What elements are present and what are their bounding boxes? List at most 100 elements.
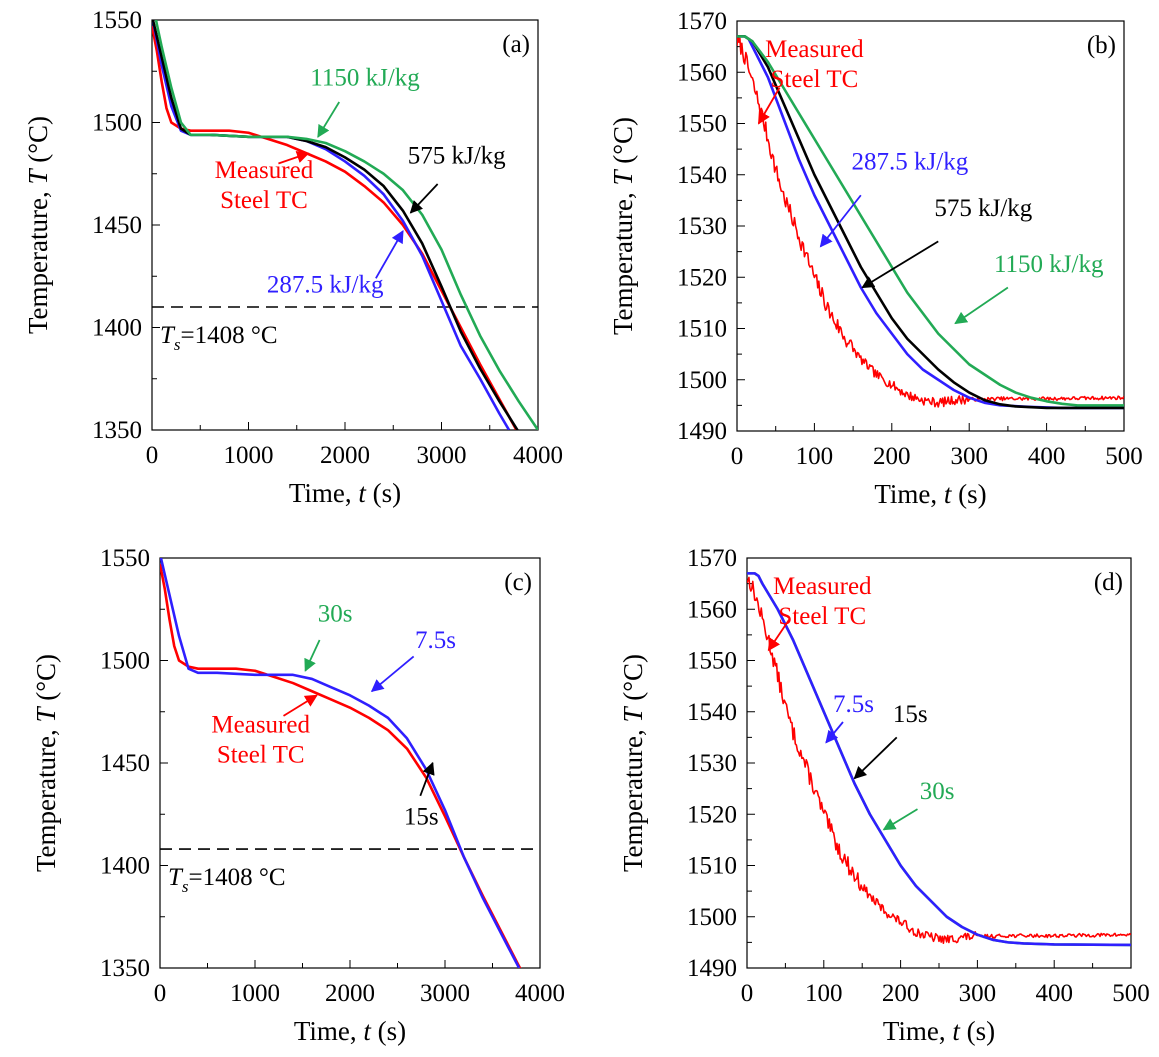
- panel-a-chart: 0 1000 2000 3000 4000 1350 1400 1450 1500 1550 Tim…: [23, 7, 563, 508]
- annotation-label: 30s: [318, 601, 353, 628]
- annotation-arrow: [409, 183, 439, 214]
- series-line-q287: [737, 35, 1124, 410]
- series-line-q287: [152, 20, 511, 430]
- y-tick-label: 1510: [677, 316, 727, 343]
- annotation-arrow: [882, 808, 918, 831]
- x-tick-label: 400: [1028, 443, 1066, 470]
- series-line-dt75: [160, 558, 521, 968]
- series-group: [747, 572, 1131, 947]
- series-group: [152, 20, 538, 430]
- panel-tag: (a): [502, 31, 530, 58]
- y-tick-label: 1550: [677, 111, 727, 138]
- series-line-q575: [737, 35, 1124, 410]
- annotation-arrow: [317, 101, 340, 138]
- annotation-label: 7.5s: [415, 627, 456, 654]
- y-tick-label: 1520: [687, 801, 737, 828]
- y-tick-label: 1500: [100, 648, 150, 675]
- y-tick-label: 1400: [92, 315, 142, 342]
- series-group: [737, 35, 1124, 410]
- series-line-q575: [152, 20, 519, 430]
- series-line-dt75: [747, 572, 1131, 947]
- y-tick-label: 1350: [100, 955, 150, 982]
- y-tick-label: 1350: [92, 417, 142, 444]
- x-tick-label: 1000: [224, 442, 274, 469]
- annotation-label: 1150 kJ/kg: [994, 251, 1104, 278]
- annotation-label: 15s: [404, 804, 439, 831]
- y-tick-label: 1500: [687, 904, 737, 931]
- annotation-arrow: [767, 618, 790, 652]
- panel-tag: (b): [1087, 32, 1116, 59]
- y-tick-label: 1540: [677, 162, 727, 189]
- x-tick-label: 500: [1105, 443, 1143, 470]
- series-line-q1150: [154, 20, 538, 430]
- series-group: [160, 558, 522, 968]
- y-tick-label: 1560: [677, 59, 727, 86]
- x-axis-title: Time, t (s): [883, 1016, 995, 1046]
- annotation-arrow: [370, 655, 415, 693]
- y-tick-label: 1530: [677, 213, 727, 240]
- y-tick-label: 1550: [92, 7, 142, 34]
- y-axis-title: Temperature, T (°C): [618, 654, 648, 872]
- panel-c-chart: 0 1000 2000 3000 4000 1350 1400 1450 1500 1550 Tim…: [31, 545, 565, 1046]
- annotation-arrow: [954, 286, 1009, 325]
- solidus-label: Ts=1408 °C: [160, 322, 278, 354]
- y-tick-label: 1570: [687, 545, 737, 572]
- y-tick-label: 1490: [687, 955, 737, 982]
- annotation-arrow: [375, 230, 404, 279]
- y-axis-title: Temperature, T (°C): [23, 116, 53, 334]
- x-tick-label: 0: [741, 980, 754, 1007]
- x-tick-label: 4000: [513, 442, 563, 469]
- y-tick-label: 1510: [687, 853, 737, 880]
- y-axis-title: Temperature, T (°C): [31, 654, 61, 872]
- annotation-label: 287.5 kJ/kg: [852, 149, 969, 176]
- panel-d-chart: 0 100 200 300 400 500 1490 1500 1510 1520 1530 1540…: [618, 545, 1150, 1046]
- annotation-label: Measured Steel TC: [215, 157, 314, 214]
- annotation-label: 30s: [920, 778, 955, 805]
- x-tick-label: 0: [154, 980, 167, 1007]
- y-tick-label: 1530: [687, 750, 737, 777]
- x-tick-label: 300: [959, 980, 997, 1007]
- x-tick-label: 4000: [515, 980, 565, 1007]
- x-tick-label: 500: [1112, 980, 1150, 1007]
- annotation-arrow: [825, 721, 844, 744]
- y-tick-label: 1540: [687, 699, 737, 726]
- x-tick-label: 3000: [420, 980, 470, 1007]
- series-line-measured: [737, 35, 1124, 408]
- series-line-q1150: [737, 35, 1124, 407]
- annotation-label: 575 kJ/kg: [934, 195, 1032, 222]
- y-tick-label: 1450: [100, 750, 150, 777]
- annotation-label: Measured Steel TC: [773, 573, 872, 630]
- y-axis-title: Temperature, T (°C): [608, 117, 638, 335]
- annotation-arrow: [757, 87, 781, 125]
- x-axis-title: Time, t (s): [874, 479, 986, 509]
- x-tick-label: 200: [882, 980, 920, 1007]
- x-tick-label: 100: [796, 443, 834, 470]
- x-tick-label: 0: [731, 443, 744, 470]
- x-tick-label: 2000: [320, 442, 370, 469]
- x-tick-label: 2000: [325, 980, 375, 1007]
- annotation-arrow: [861, 240, 939, 289]
- annotation-label: 7.5s: [833, 691, 874, 718]
- y-tick-label: 1490: [677, 418, 727, 445]
- x-tick-label: 1000: [230, 980, 280, 1007]
- panel-b-chart: 0 100 200 300 400 500 1490 1500 1510 1520 1530 1540…: [608, 8, 1143, 509]
- x-tick-label: 200: [873, 443, 911, 470]
- annotation-arrow: [304, 639, 321, 672]
- annotation-label: 287.5 kJ/kg: [267, 272, 384, 299]
- y-tick-label: 1400: [100, 853, 150, 880]
- x-tick-label: 100: [805, 980, 843, 1007]
- panel-tag: (c): [504, 569, 532, 596]
- y-tick-label: 1570: [677, 8, 727, 35]
- annotation-label: 15s: [893, 701, 928, 728]
- annotation-label: Measured Steel TC: [765, 36, 864, 93]
- annotation-arrow: [278, 150, 310, 165]
- x-tick-label: 0: [146, 442, 159, 469]
- annotation-arrow: [819, 194, 862, 248]
- y-tick-label: 1450: [92, 212, 142, 239]
- x-axis-title: Time, t (s): [294, 1016, 406, 1046]
- series-line-measured: [747, 576, 1131, 945]
- annotation-label: 1150 kJ/kg: [310, 65, 420, 92]
- annotation-arrow: [419, 761, 435, 797]
- y-tick-label: 1560: [687, 596, 737, 623]
